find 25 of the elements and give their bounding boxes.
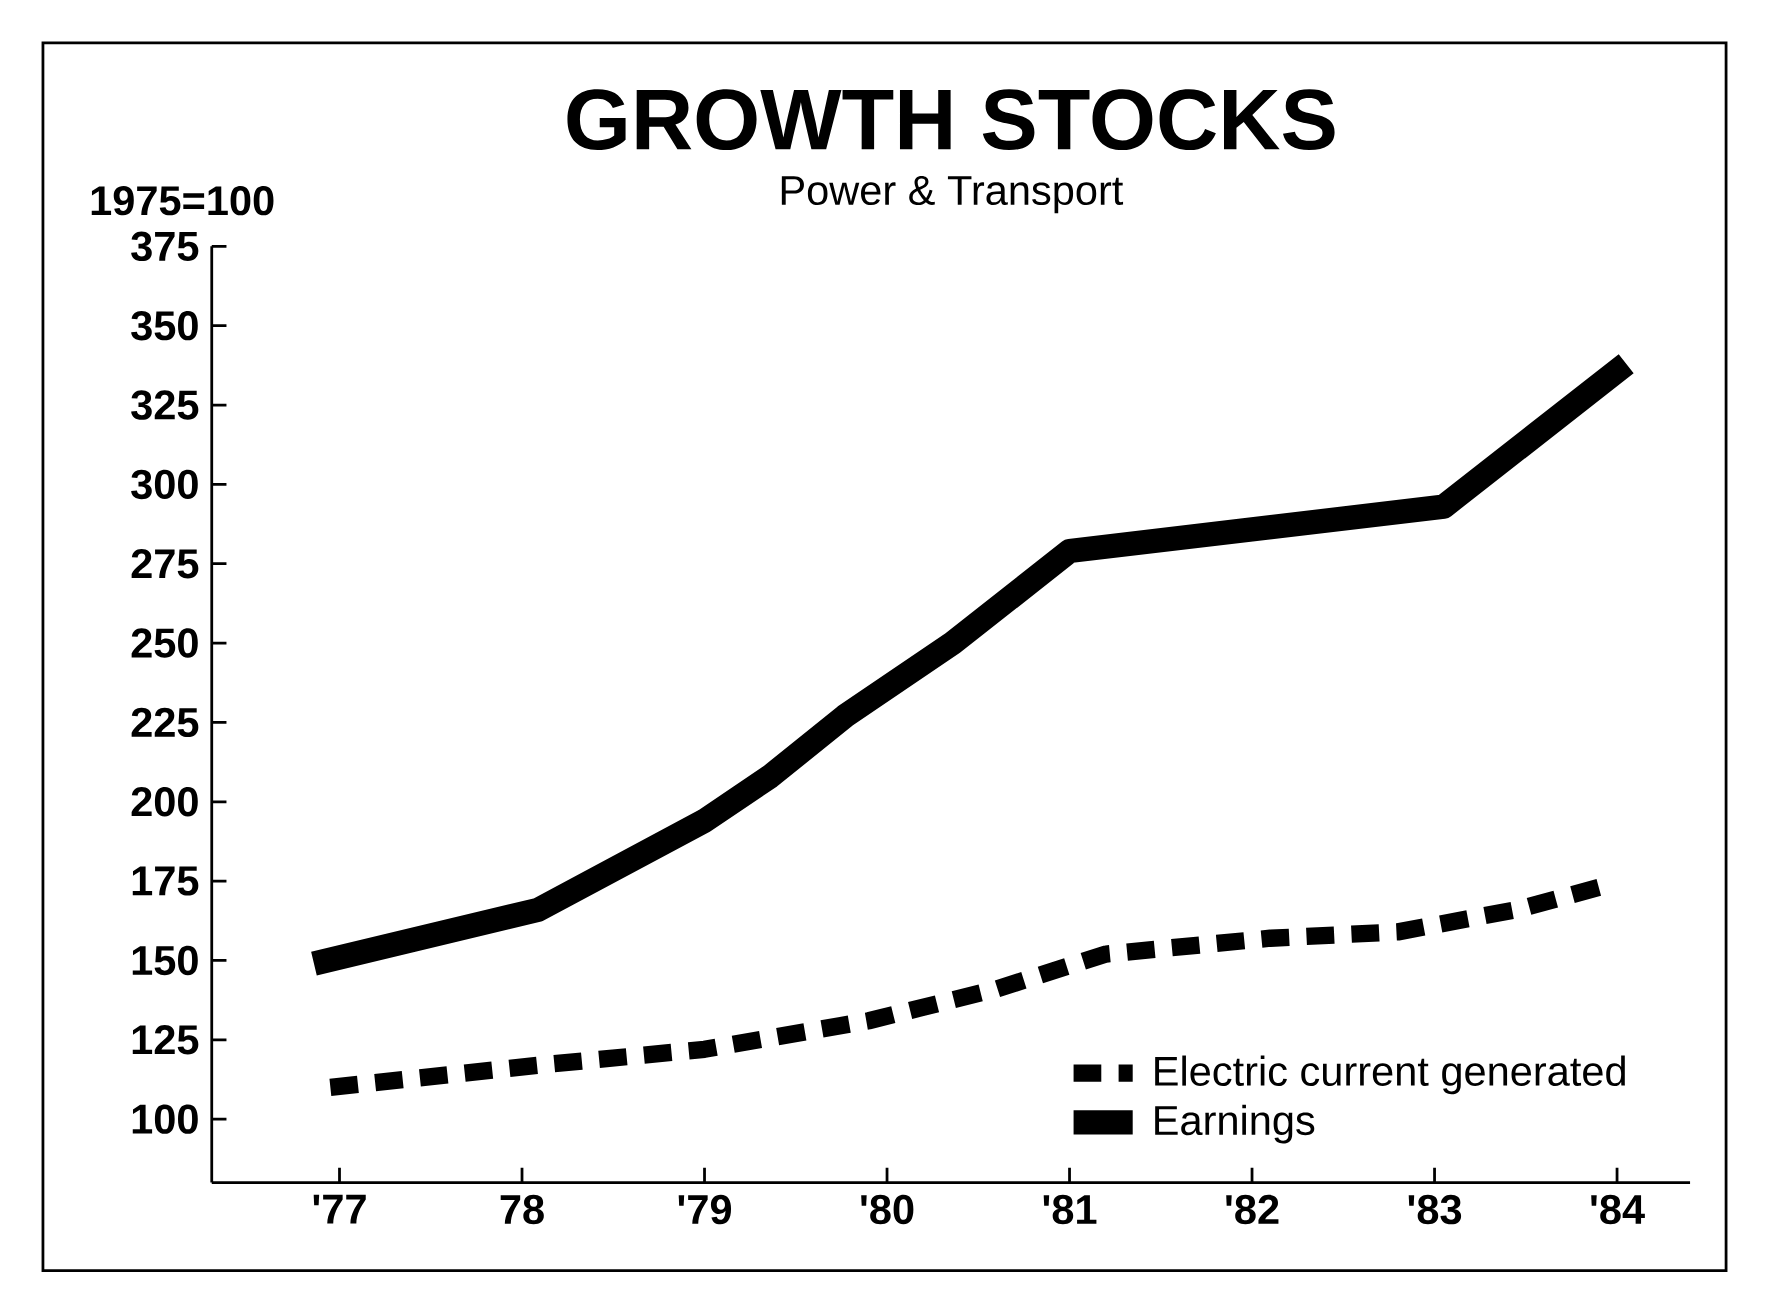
y-tick-label: 125 — [132, 1024, 199, 1055]
x-tick-label: '79 — [678, 1194, 732, 1225]
y-tick-label: 200 — [131, 786, 198, 817]
y-tick-label: 250 — [131, 628, 198, 658]
y-tick-label: 150 — [132, 945, 198, 975]
x-tick-label: '81 — [1043, 1194, 1097, 1225]
chart-subtitle: Power & Transport — [781, 175, 1124, 214]
legend-label: Earnings — [1155, 1104, 1315, 1144]
y-tick-label: 175 — [132, 866, 199, 896]
x-tick-label: '84 — [1591, 1194, 1645, 1225]
y-tick-label: 300 — [131, 469, 198, 499]
legend-label: Electric current generated — [1155, 1055, 1625, 1095]
y-axis-title: 1975=100 — [91, 185, 274, 216]
x-tick-label: 78 — [500, 1194, 544, 1225]
y-tick-label: 375 — [131, 231, 199, 261]
chart-title: GROWTH STOCKS — [567, 88, 1335, 150]
y-tick-label: 225 — [131, 707, 199, 737]
x-tick-label: '83 — [1408, 1194, 1462, 1225]
y-tick-label: 100 — [132, 1104, 198, 1134]
x-tick-label: '77 — [313, 1194, 366, 1224]
x-tick-label: '82 — [1226, 1194, 1279, 1225]
y-tick-label: 275 — [131, 548, 199, 579]
x-tick-label: '80 — [861, 1194, 914, 1225]
y-tick-label: 325 — [131, 390, 199, 420]
y-tick-label: 350 — [131, 310, 198, 341]
